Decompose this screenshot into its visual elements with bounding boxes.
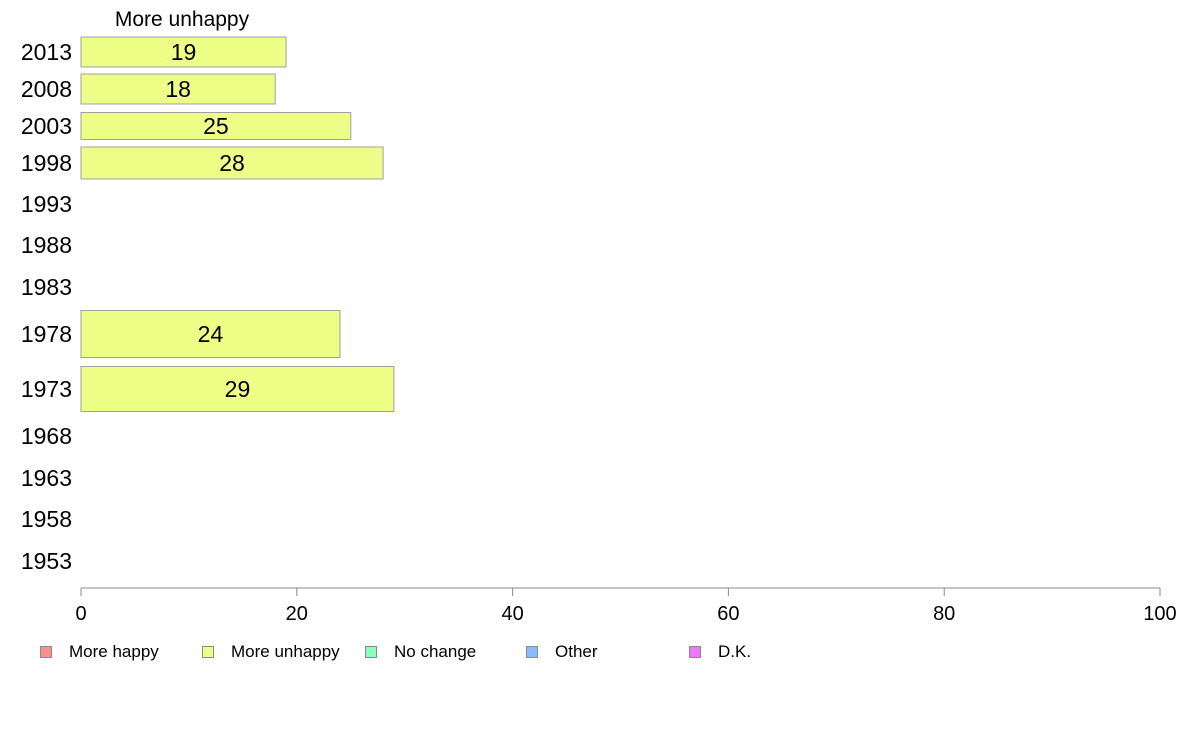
y-tick-label: 2013 <box>21 39 72 65</box>
chart-title: More unhappy <box>115 8 250 31</box>
legend-label: No change <box>394 642 477 661</box>
data-label: 18 <box>165 76 191 102</box>
y-tick-label: 1963 <box>21 465 72 491</box>
legend-label: More unhappy <box>231 642 340 661</box>
x-tick-label: 80 <box>933 603 955 625</box>
y-tick-label: 1958 <box>21 506 72 532</box>
legend-label: More happy <box>69 642 159 661</box>
bar <box>80 36 287 68</box>
legend-label: D.K. <box>718 642 752 661</box>
data-label: 29 <box>225 376 251 402</box>
bar <box>80 366 395 412</box>
data-label: 28 <box>219 150 245 176</box>
legend-item: Other <box>526 640 598 664</box>
y-tick-label: 2003 <box>21 113 72 139</box>
legend-swatch <box>365 646 377 658</box>
data-label: 25 <box>203 113 229 139</box>
y-tick-label: 1978 <box>21 321 72 347</box>
legend: More happy More unhappy No change Other D.K. <box>0 640 1188 664</box>
y-axis-labels: 2013 2008 2003 1998 1993 1988 1983 1978 1973 1968… <box>21 39 72 574</box>
y-tick-label: 2008 <box>21 76 72 102</box>
legend-item: More happy <box>40 640 159 664</box>
bar <box>80 310 341 358</box>
x-tick-label: 40 <box>501 603 523 625</box>
bars-layer: 19 18 25 28 24 29 <box>80 36 395 412</box>
data-label: 24 <box>198 321 224 347</box>
y-tick-label: 1983 <box>21 274 72 300</box>
x-tick-label: 20 <box>286 603 308 625</box>
y-tick-label: 1998 <box>21 150 72 176</box>
x-tick-label: 0 <box>75 603 86 625</box>
legend-label: Other <box>555 642 598 661</box>
legend-item: D.K. <box>689 640 751 664</box>
y-tick-label: 1993 <box>21 191 72 217</box>
legend-item: No change <box>365 640 476 664</box>
bar <box>80 73 276 105</box>
y-tick-label: 1973 <box>21 376 72 402</box>
x-tick-label: 100 <box>1143 603 1176 625</box>
x-tick-label: 60 <box>717 603 739 625</box>
bar <box>80 146 384 180</box>
legend-swatch <box>40 646 52 658</box>
legend-swatch <box>526 646 538 658</box>
y-tick-label: 1968 <box>21 423 72 449</box>
legend-swatch <box>202 646 214 658</box>
y-tick-label: 1988 <box>21 232 72 258</box>
x-axis: 0 20 40 60 80 100 <box>75 587 1177 625</box>
legend-item: More unhappy <box>202 640 340 664</box>
y-tick-label: 1953 <box>21 548 72 574</box>
data-label: 19 <box>171 39 197 65</box>
bar <box>80 112 352 140</box>
legend-swatch <box>689 646 701 658</box>
